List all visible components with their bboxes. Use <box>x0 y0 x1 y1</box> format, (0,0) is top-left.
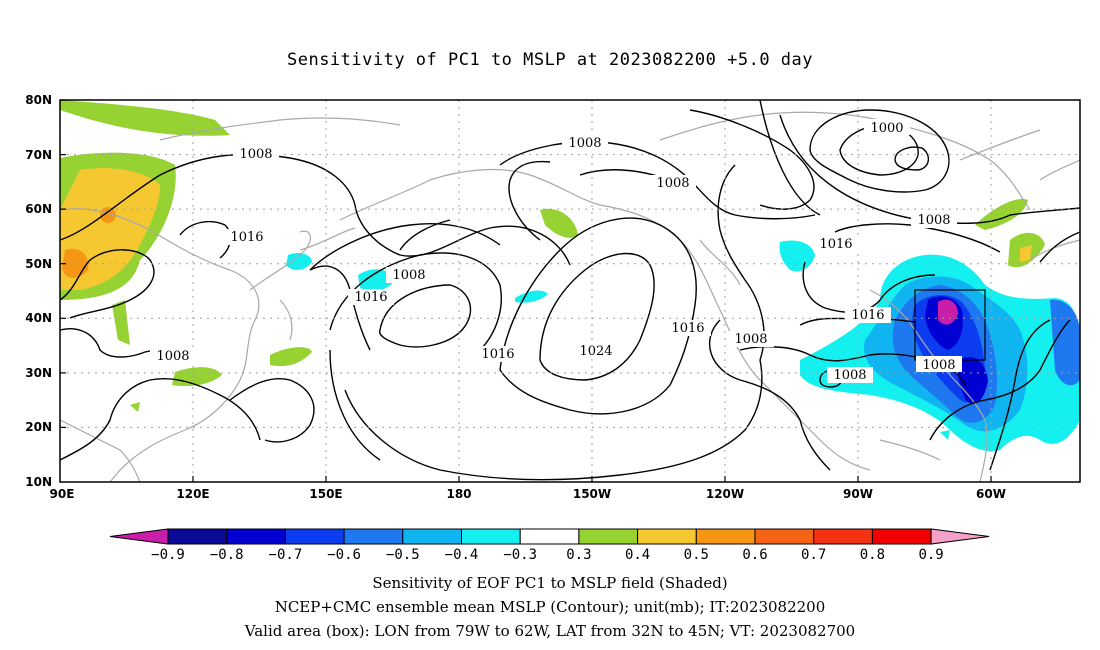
contour-label: 1008 <box>656 176 689 191</box>
lon-label: 60W <box>976 487 1006 501</box>
contour-label: 1000 <box>870 121 903 136</box>
lat-label: 30N <box>25 366 52 380</box>
contour-label: 1016 <box>819 237 852 252</box>
colorbar-swatch <box>226 528 286 545</box>
caption-line-3: Valid area (box): LON from 79W to 62W, L… <box>244 622 856 640</box>
colorbar-swatch <box>519 528 580 545</box>
latitude-labels: 80N 70N 60N 50N 40N 30N 20N 10N <box>25 93 52 489</box>
lon-label: 90E <box>50 487 75 501</box>
lat-label: 50N <box>25 257 52 271</box>
contour-label: 1008 <box>239 147 272 162</box>
colorbar-swatch <box>754 528 815 545</box>
figure-title: Sensitivity of PC1 to MSLP at 2023082200… <box>286 50 813 70</box>
caption-line-2: NCEP+CMC ensemble mean MSLP (Contour); u… <box>274 598 826 616</box>
lat-label: 80N <box>25 93 52 107</box>
lat-label: 60N <box>25 202 52 216</box>
lon-label: 150W <box>573 487 611 501</box>
colorbar-swatch <box>343 528 404 545</box>
lat-label: 10N <box>25 475 52 489</box>
colorbar-tick-label: −0.9 <box>151 547 185 563</box>
gridlines <box>60 100 1080 482</box>
colorbar-left-arrow <box>109 528 169 545</box>
colorbar-right-arrow <box>930 528 990 545</box>
lon-label: 150E <box>309 487 342 501</box>
colorbar-tick-label: 0.3 <box>566 547 591 563</box>
contour-label: 1008 <box>156 349 189 364</box>
colorbar-swatch <box>871 528 932 545</box>
colorbar-swatch <box>402 528 462 545</box>
sensitivity-shading <box>60 100 1080 452</box>
colorbar-tick-label: 0.9 <box>918 547 943 563</box>
contour-label: 1016 <box>671 321 704 336</box>
lon-label: 180 <box>446 487 471 501</box>
map-border <box>59 99 1081 483</box>
contour-labels: 1000 1008 1008 1008 1008 1008 1008 1008 … <box>150 119 962 383</box>
contour-label: 1016 <box>354 290 387 305</box>
colorbar-tick-label: 0.6 <box>742 547 767 563</box>
colorbar-tick-label: 0.5 <box>684 547 709 563</box>
colorbar-tick-label: −0.8 <box>210 547 244 563</box>
contour-label: 1008 <box>922 358 955 373</box>
colorbar-tick-label: 0.8 <box>860 547 885 563</box>
colorbar-swatch <box>167 528 228 545</box>
lat-label: 20N <box>25 420 52 434</box>
contour-label: 1008 <box>917 213 950 228</box>
colorbar-tick-label: −0.5 <box>386 547 420 563</box>
colorbar-tick-label: −0.4 <box>445 547 479 563</box>
longitude-labels: 90E 120E 150E 180 150W 120W 90W 60W <box>50 487 1006 501</box>
contour-label: 1008 <box>734 332 767 347</box>
colorbar: −0.9 −0.8 −0.7 −0.6 −0.5 −0.4 −0.3 0.3 0.4 0.5 0.6… <box>109 528 990 563</box>
colorbar-swatch <box>284 528 345 545</box>
colorbar-tick-label: −0.3 <box>503 547 537 563</box>
colorbar-swatch <box>461 528 521 545</box>
lat-label: 40N <box>25 311 52 325</box>
lon-label: 120E <box>176 487 209 501</box>
colorbar-tick-label: 0.4 <box>625 547 650 563</box>
lon-label: 120W <box>706 487 744 501</box>
colorbar-swatch <box>578 528 639 545</box>
contour-label: 1024 <box>579 344 612 359</box>
colorbar-tick-label: 0.7 <box>801 547 826 563</box>
contour-label: 1016 <box>851 308 884 323</box>
colorbar-tick-label: −0.7 <box>269 547 303 563</box>
caption-line-1: Sensitivity of EOF PC1 to MSLP field (Sh… <box>372 574 728 592</box>
mslp-contours <box>59 99 1081 481</box>
contour-label: 1008 <box>833 368 866 383</box>
contour-label: 1008 <box>392 268 425 283</box>
colorbar-swatch <box>813 528 873 545</box>
contour-label: 1016 <box>230 230 263 245</box>
colorbar-swatch <box>637 528 697 545</box>
lon-label: 90W <box>843 487 873 501</box>
axis-ticks <box>60 99 992 482</box>
contour-label: 1008 <box>568 136 601 151</box>
lat-label: 70N <box>25 148 52 162</box>
colorbar-swatch <box>695 528 756 545</box>
contour-label: 1016 <box>481 347 514 362</box>
colorbar-tick-label: −0.6 <box>327 547 361 563</box>
